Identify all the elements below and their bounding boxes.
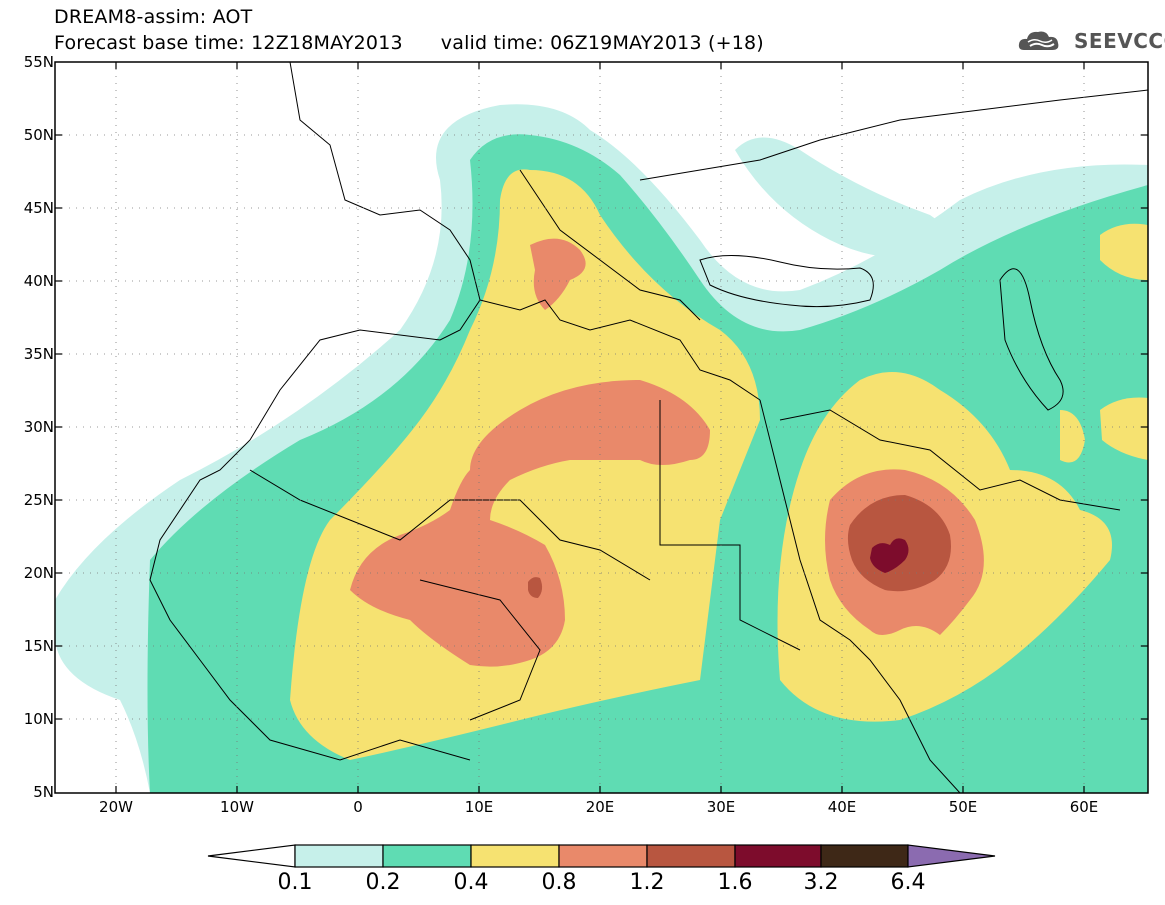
lon-label-20w: 20W (99, 798, 133, 816)
title-line-1: DREAM8-assim: AOT (54, 6, 253, 28)
lat-label-50n: 50N (23, 126, 54, 144)
colorbar-label-0.8: 0.8 (541, 870, 577, 895)
lat-label-45n: 45N (23, 199, 54, 217)
lon-label-10w: 10W (220, 798, 254, 816)
coastlines (149, 62, 1148, 793)
contour-1.6 (870, 538, 909, 573)
lat-label-35n: 35N (23, 345, 54, 363)
colorbar-label-0.4: 0.4 (453, 870, 489, 895)
colorbar-label-0.1: 0.1 (277, 870, 313, 895)
valid-time: valid time: 06Z19MAY2013 (+18) (440, 32, 764, 54)
colorbar-label-1.2: 1.2 (629, 870, 665, 895)
base-time: Forecast base time: 12Z18MAY2013 (54, 32, 403, 54)
lat-label-15n: 15N (23, 637, 54, 655)
colorbar-label-3.2: 3.2 (803, 870, 839, 895)
lat-label-20n: 20N (23, 564, 54, 582)
logo-text: SEEVCCC (1074, 29, 1165, 53)
lat-label-10n: 10N (23, 710, 54, 728)
lon-label-0: 0 (353, 798, 363, 816)
colorbar-label-0.2: 0.2 (365, 870, 401, 895)
lat-label-5n: 5N (33, 783, 54, 801)
title-line-2: Forecast base time: 12Z18MAY2013 valid ti… (54, 32, 764, 54)
lat-label-55n: 55N (23, 53, 54, 71)
lon-label-10e: 10E (464, 798, 494, 816)
colorbar-label-1.6: 1.6 (717, 870, 753, 895)
lon-label-40e: 40E (827, 798, 857, 816)
lon-label-30e: 30E (706, 798, 736, 816)
colorbar-label-6.4: 6.4 (890, 870, 926, 895)
cloud-logo-icon (1018, 31, 1059, 50)
lat-label-30n: 30N (23, 418, 54, 436)
lat-label-40n: 40N (23, 272, 54, 290)
lon-label-50e: 50E (948, 798, 978, 816)
axis-ticks (55, 62, 1148, 793)
lat-label-25n: 25N (23, 491, 54, 509)
lon-label-20e: 20E (585, 798, 615, 816)
lon-label-60e: 60E (1069, 798, 1099, 816)
graticule (55, 62, 1148, 793)
